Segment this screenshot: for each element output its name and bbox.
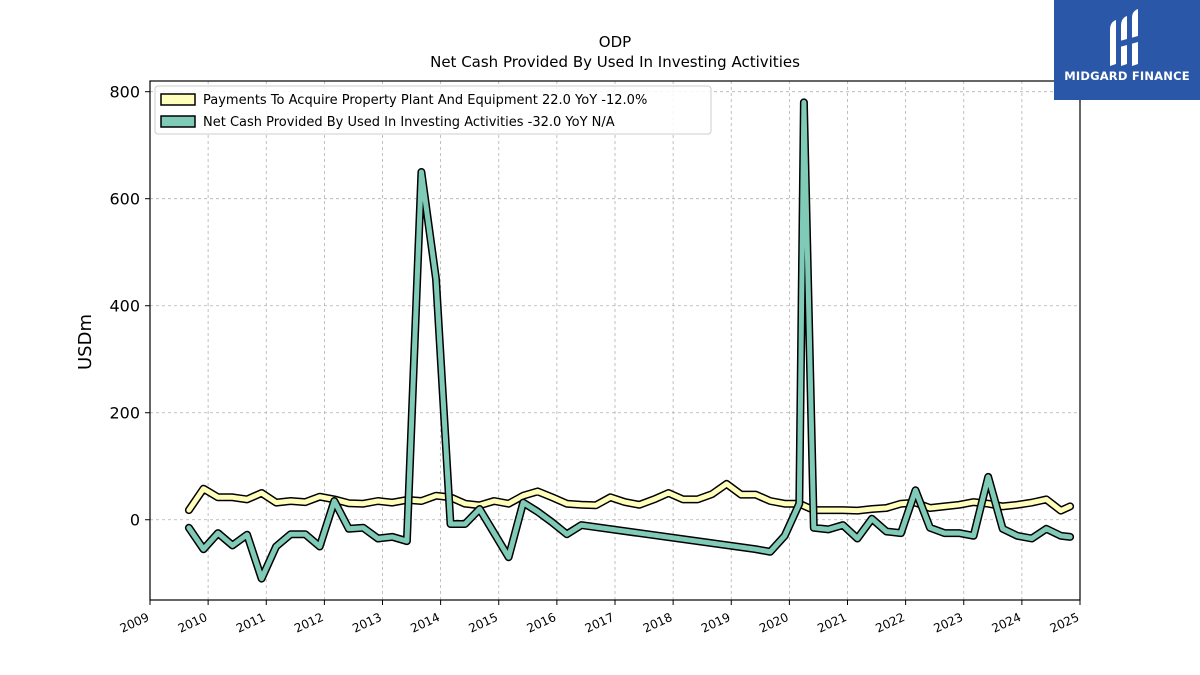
y-tick-label: 600 bbox=[109, 190, 140, 209]
legend-label-payments: Payments To Acquire Property Plant And E… bbox=[203, 93, 647, 108]
x-tick-label: 2010 bbox=[176, 610, 210, 636]
x-axis: 2009 2010 2011 2012 2013 2014 2015 2016 2017 2018… bbox=[118, 600, 1082, 636]
x-tick-label: 2023 bbox=[931, 610, 965, 636]
x-tick-label: 2009 bbox=[118, 610, 152, 636]
x-tick-label: 2024 bbox=[990, 610, 1024, 636]
logo-text: MIDGARD FINANCE bbox=[1064, 69, 1190, 83]
y-axis-label: USDm bbox=[75, 314, 96, 370]
x-tick-label: 2012 bbox=[292, 610, 326, 636]
chart-subtitle: Net Cash Provided By Used In Investing A… bbox=[430, 53, 800, 71]
legend-swatch-net-cash bbox=[160, 115, 196, 128]
legend-label-net-cash: Net Cash Provided By Used In Investing A… bbox=[203, 115, 615, 130]
x-tick-label: 2020 bbox=[757, 610, 791, 636]
x-tick-label: 2015 bbox=[466, 610, 500, 636]
x-tick-label: 2025 bbox=[1048, 610, 1082, 636]
y-tick-label: 800 bbox=[109, 83, 140, 102]
legend: Payments To Acquire Property Plant And E… bbox=[154, 85, 712, 135]
series-lines bbox=[184, 98, 1075, 583]
brand-logo: MIDGARD FINANCE bbox=[1054, 0, 1200, 100]
x-tick-label: 2019 bbox=[699, 610, 733, 636]
x-tick-label: 2022 bbox=[873, 610, 907, 636]
legend-box bbox=[154, 85, 712, 135]
y-tick-label: 400 bbox=[109, 297, 140, 316]
logo-mark-icon bbox=[1110, 9, 1138, 66]
y-axis: 0 200 400 600 800 bbox=[109, 83, 150, 530]
y-tick-label: 0 bbox=[130, 511, 140, 530]
series-line-1 bbox=[186, 99, 1073, 582]
x-tick-label: 2011 bbox=[234, 610, 268, 636]
x-tick-label: 2017 bbox=[583, 610, 617, 636]
x-tick-label: 2016 bbox=[525, 610, 559, 636]
chart-title: ODP bbox=[599, 33, 631, 51]
legend-swatch-payments bbox=[160, 93, 196, 106]
x-tick-label: 2014 bbox=[408, 610, 442, 636]
x-tick-label: 2021 bbox=[815, 610, 849, 636]
y-tick-label: 200 bbox=[109, 404, 140, 423]
grid bbox=[149, 81, 1081, 600]
x-tick-label: 2013 bbox=[350, 610, 384, 636]
x-tick-label: 2018 bbox=[641, 610, 675, 636]
